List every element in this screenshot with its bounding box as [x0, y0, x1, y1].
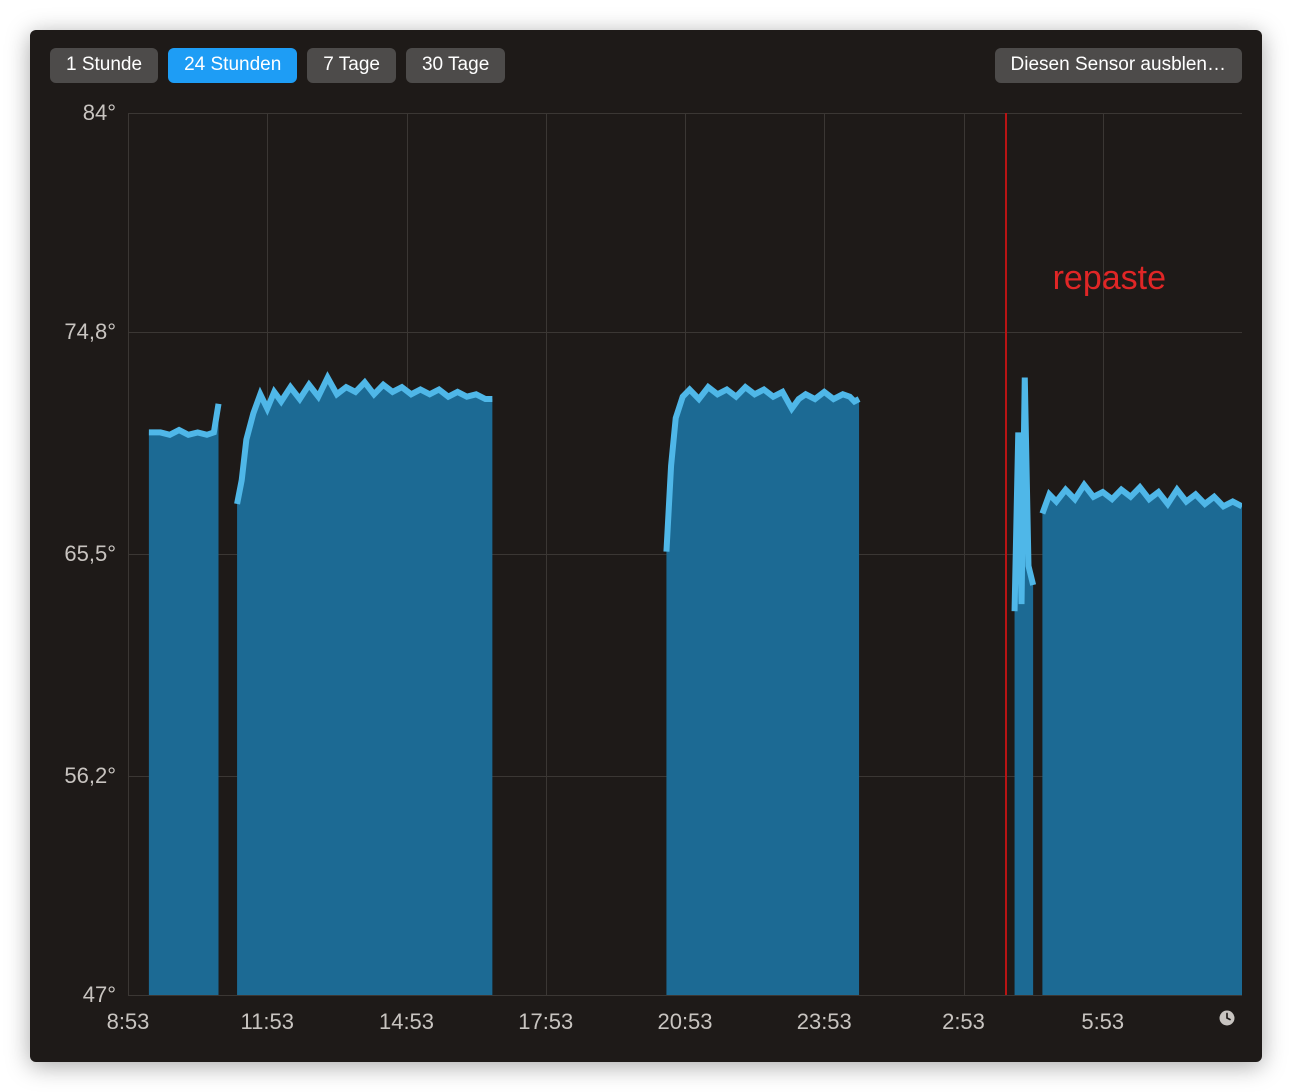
y-axis-label: 74,8° [64, 319, 116, 345]
clock-icon [1218, 1009, 1236, 1027]
x-axis-label: 2:53 [942, 1009, 985, 1035]
hide-sensor-button[interactable]: Diesen Sensor ausblen… [995, 48, 1242, 83]
y-axis-label: 84° [83, 100, 116, 126]
y-axis-label: 47° [83, 982, 116, 1008]
y-axis-label: 56,2° [64, 763, 116, 789]
annotation-line [1005, 113, 1007, 995]
range-button-30d[interactable]: 30 Tage [406, 48, 505, 83]
range-button-24h[interactable]: 24 Stunden [168, 48, 297, 83]
chart-area: 47° 56,2° 65,5° 74,8° 84° 8:53 11:53 14:53 17:53… [50, 91, 1242, 1042]
x-axis-label: 8:53 [107, 1009, 150, 1035]
x-axis-label: 23:53 [797, 1009, 852, 1035]
sensor-chart-panel: 1 Stunde 24 Stunden 7 Tage 30 Tage Diese… [30, 30, 1262, 1062]
x-axis-label: 14:53 [379, 1009, 434, 1035]
y-axis-label: 65,5° [64, 541, 116, 567]
x-axis-label: 20:53 [657, 1009, 712, 1035]
x-axis-label: 17:53 [518, 1009, 573, 1035]
x-axis-label: 5:53 [1081, 1009, 1124, 1035]
time-range-toolbar: 1 Stunde 24 Stunden 7 Tage 30 Tage Diese… [50, 48, 1242, 83]
range-button-7d[interactable]: 7 Tage [307, 48, 396, 83]
x-axis-label: 11:53 [241, 1009, 294, 1035]
annotation-text: repaste [1053, 259, 1166, 298]
gridline-horizontal [128, 995, 1242, 996]
range-button-1h[interactable]: 1 Stunde [50, 48, 158, 83]
plot-region: 47°56,2°65,5°74,8°84°8:5311:5314:5317:53… [128, 113, 1242, 996]
temperature-series [128, 113, 1242, 995]
